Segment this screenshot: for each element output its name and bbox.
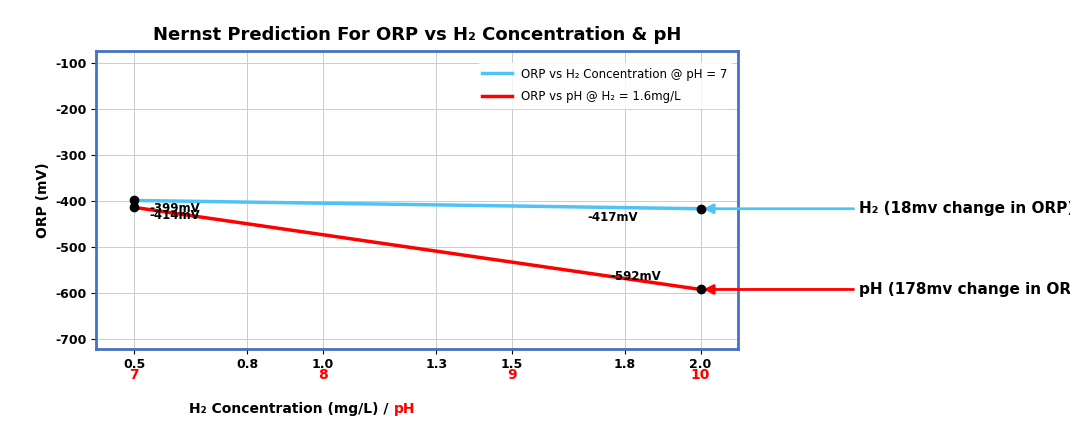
Text: H₂ (18mv change in ORP): H₂ (18mv change in ORP) (706, 201, 1070, 216)
Text: pH (178mv change in ORP): pH (178mv change in ORP) (706, 282, 1070, 297)
Legend: ORP vs H₂ Concentration @ pH = 7, ORP vs pH @ H₂ = 1.6mg/L: ORP vs H₂ Concentration @ pH = 7, ORP vs… (477, 63, 732, 108)
Text: -414mV: -414mV (149, 209, 200, 222)
Text: 7: 7 (129, 368, 139, 382)
Text: 8: 8 (318, 368, 327, 382)
Text: 10: 10 (691, 368, 710, 382)
Text: pH: pH (394, 402, 415, 416)
Text: 9: 9 (507, 368, 517, 382)
Title: Nernst Prediction For ORP vs H₂ Concentration & pH: Nernst Prediction For ORP vs H₂ Concentr… (153, 26, 682, 44)
Text: -399mV: -399mV (149, 202, 200, 215)
Text: -592mV: -592mV (610, 270, 660, 283)
Text: -417mV: -417mV (587, 211, 638, 224)
Y-axis label: ORP (mV): ORP (mV) (35, 162, 49, 238)
Text: H₂ Concentration (mg/L) /: H₂ Concentration (mg/L) / (189, 402, 394, 416)
